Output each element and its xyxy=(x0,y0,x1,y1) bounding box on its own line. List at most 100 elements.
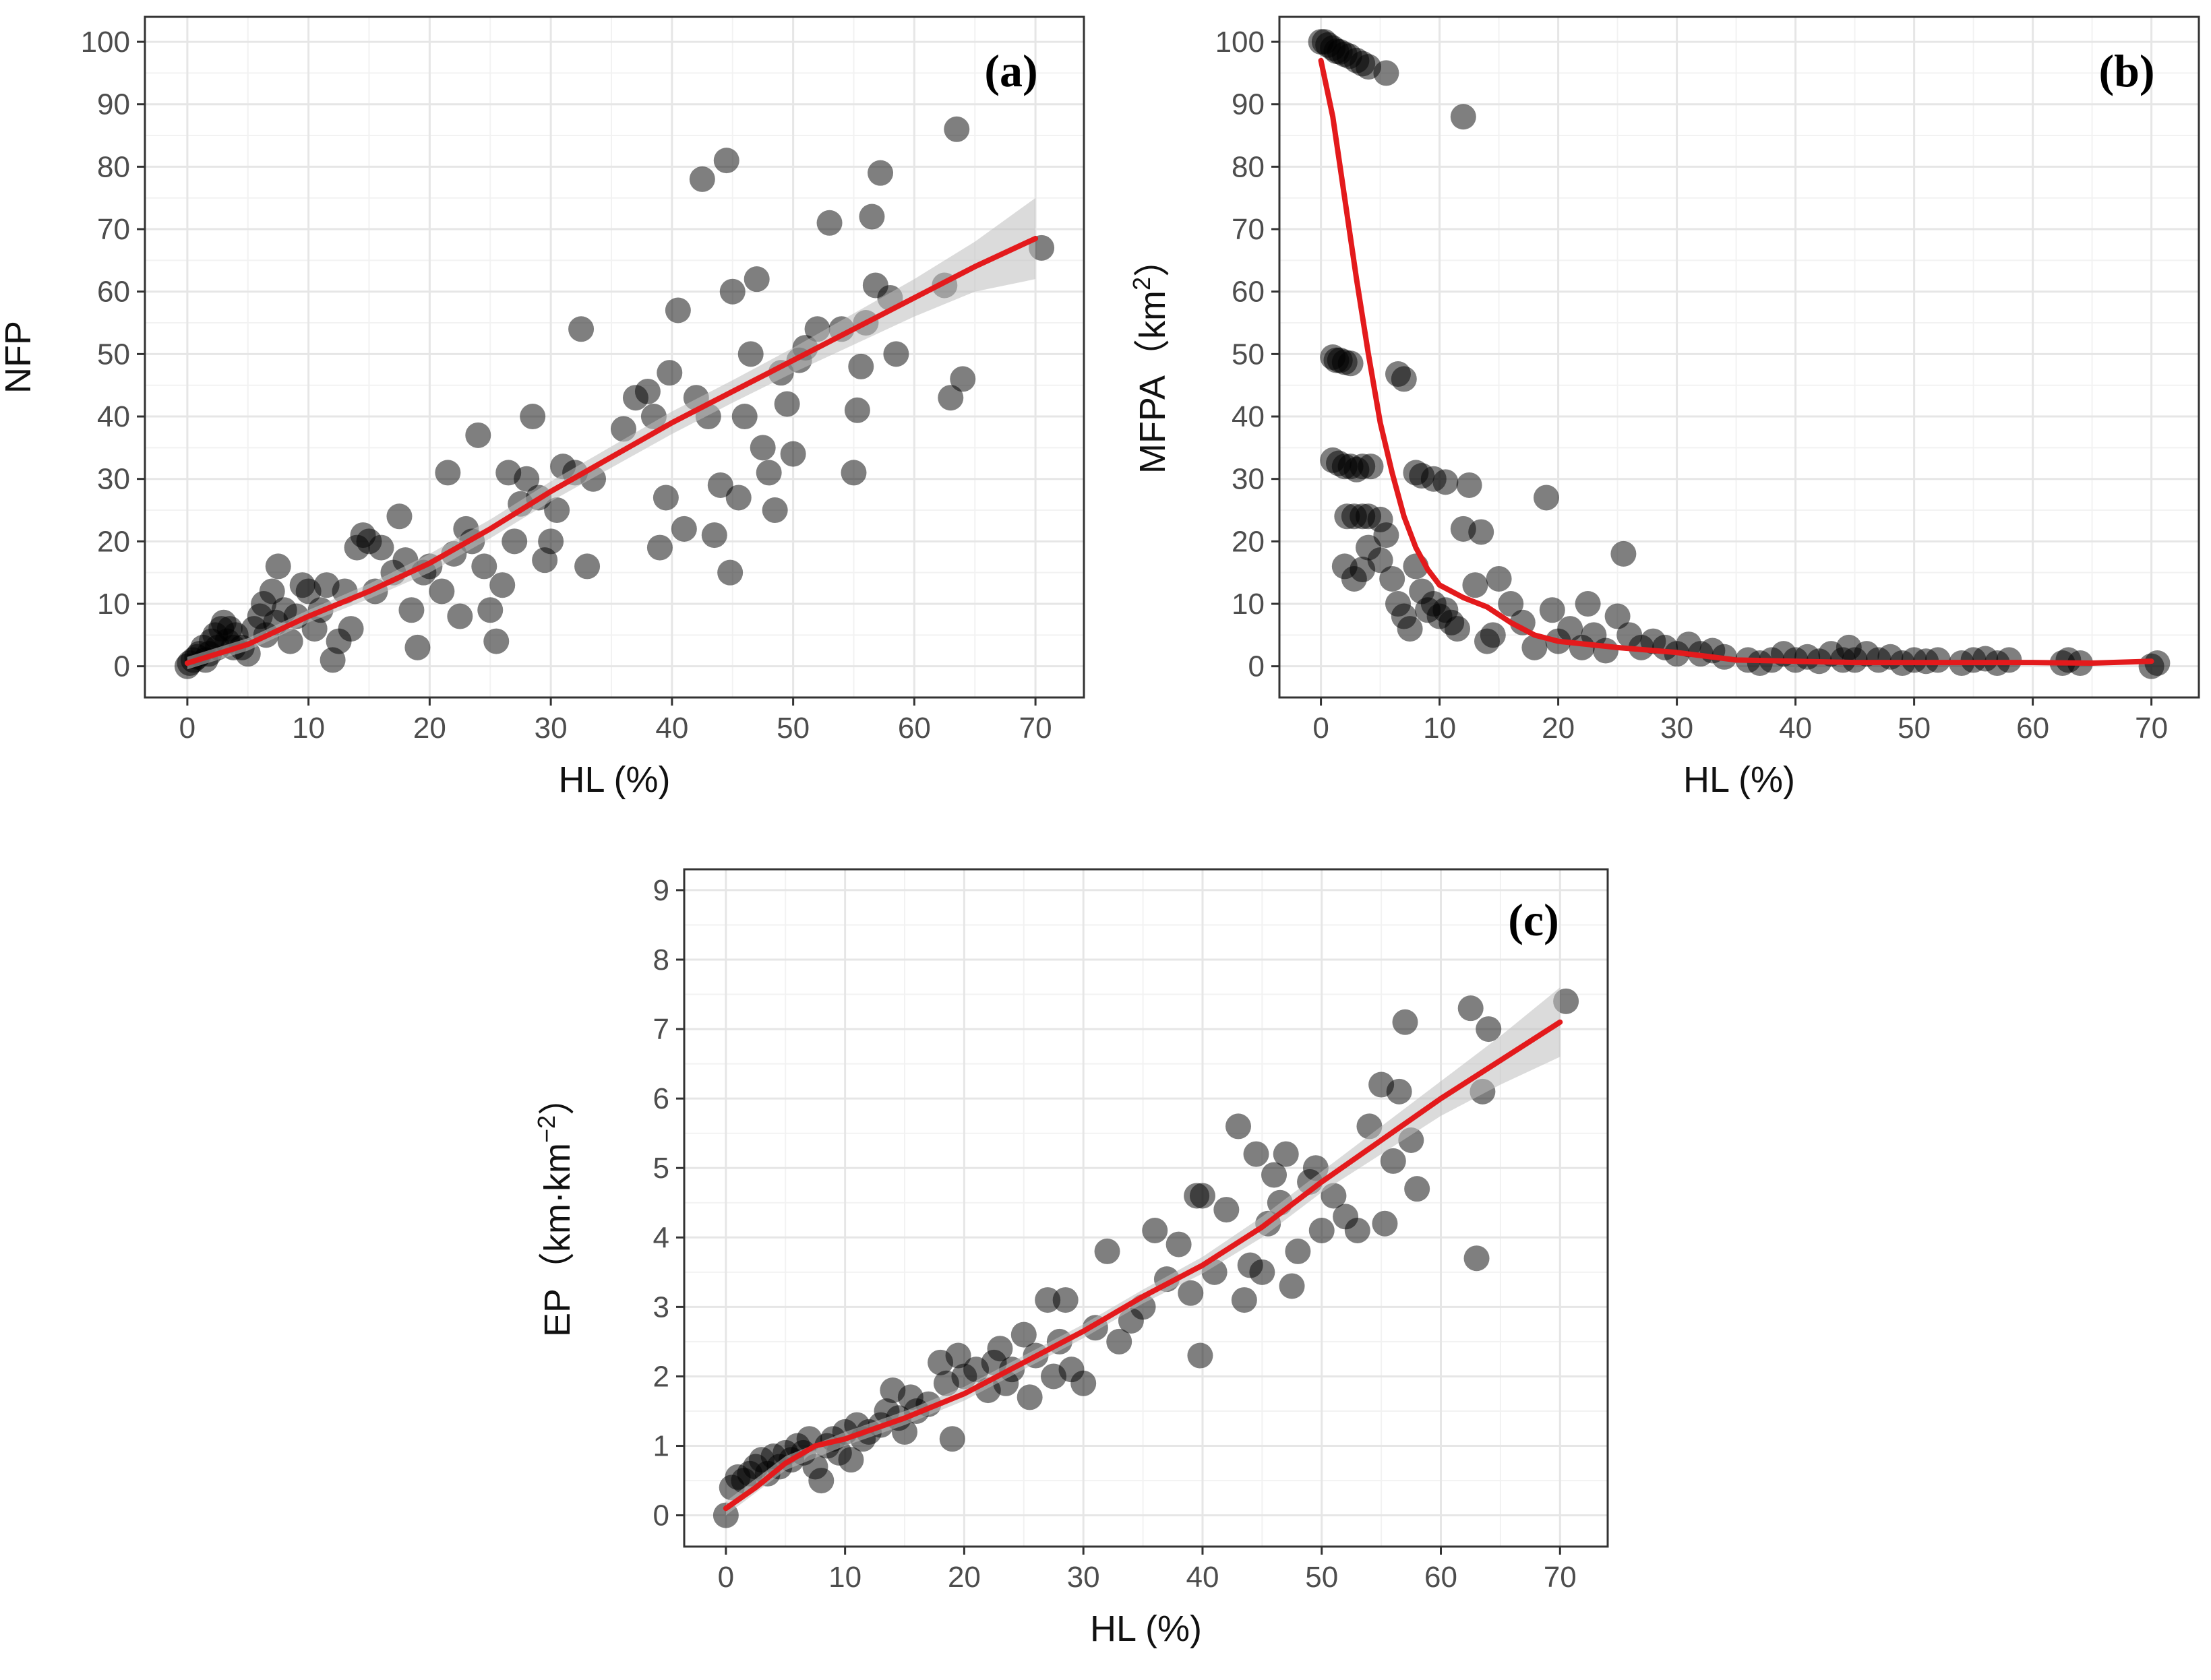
data-point xyxy=(848,353,874,379)
y-tick-label: 90 xyxy=(97,88,130,121)
data-point xyxy=(1308,1218,1335,1243)
y-tick-label: 90 xyxy=(1232,88,1265,121)
data-point xyxy=(398,597,425,623)
data-point xyxy=(707,472,733,498)
data-point xyxy=(1379,565,1405,592)
data-point xyxy=(1372,1210,1398,1237)
fit-line xyxy=(1318,57,2154,666)
data-point xyxy=(701,522,727,549)
y-axis-title: NFP xyxy=(0,321,38,394)
data-point xyxy=(1367,547,1393,573)
data-point xyxy=(987,1336,1013,1362)
y-tick-label: 6 xyxy=(653,1082,669,1115)
x-tick-label: 20 xyxy=(413,712,446,745)
data-point xyxy=(465,422,491,448)
y-tick-label: 0 xyxy=(653,1499,669,1532)
data-point xyxy=(1392,1009,1418,1035)
y-axis-title-main: EP（km·km xyxy=(537,1143,578,1337)
y-tick-label: 20 xyxy=(1232,525,1265,558)
data-point xyxy=(386,503,413,530)
panel-label: (a) xyxy=(984,45,1037,96)
data-point xyxy=(939,1426,965,1452)
y-axis-title-end: ） xyxy=(1132,241,1173,277)
y-axis-title: EP（km·km−2） xyxy=(533,1079,578,1337)
data-point xyxy=(634,378,661,404)
data-point xyxy=(1249,1259,1275,1285)
data-point xyxy=(1380,1148,1406,1174)
y-axis-title-main: MFPA（km xyxy=(1132,290,1173,474)
data-point xyxy=(574,553,601,580)
data-point xyxy=(844,397,870,423)
x-tick-label: 30 xyxy=(1067,1561,1100,1594)
y-tick-label: 4 xyxy=(653,1221,669,1254)
x-tick-label: 70 xyxy=(1019,712,1052,745)
plot-background xyxy=(145,17,1084,697)
x-tick-label: 30 xyxy=(535,712,568,745)
y-tick-label: 40 xyxy=(97,400,130,433)
data-point xyxy=(447,603,473,629)
data-point xyxy=(1344,1218,1370,1243)
data-point xyxy=(1480,622,1506,648)
data-point xyxy=(1468,519,1494,545)
x-tick-label: 10 xyxy=(1423,712,1456,745)
x-tick-label: 10 xyxy=(828,1561,861,1594)
x-tick-label: 50 xyxy=(1305,1561,1338,1594)
data-point xyxy=(1017,1384,1043,1410)
data-point xyxy=(868,160,894,186)
fit-line xyxy=(723,1019,1563,1512)
data-point xyxy=(780,441,806,467)
data-point xyxy=(1165,1231,1192,1257)
data-point xyxy=(808,1468,835,1494)
data-point xyxy=(1225,1113,1251,1140)
data-point xyxy=(259,578,285,604)
data-point xyxy=(1142,1218,1168,1243)
data-point xyxy=(883,341,909,367)
y-tick-label: 5 xyxy=(653,1152,669,1185)
data-point xyxy=(471,553,497,580)
y-tick-label: 20 xyxy=(97,525,130,558)
x-axis-title: HL (%) xyxy=(558,759,670,800)
data-point xyxy=(1457,995,1484,1022)
data-point xyxy=(774,391,800,417)
data-point xyxy=(665,297,691,323)
data-point xyxy=(1035,1287,1061,1313)
y-tick-label: 100 xyxy=(1215,26,1265,59)
data-point xyxy=(1285,1238,1311,1264)
data-point xyxy=(514,466,540,492)
data-point xyxy=(489,572,516,598)
data-point xyxy=(1610,540,1637,567)
data-point xyxy=(1189,1183,1215,1209)
data-point xyxy=(1604,603,1631,629)
data-point xyxy=(1321,1183,1347,1209)
data-point xyxy=(1456,472,1482,498)
x-tick-label: 50 xyxy=(777,712,810,745)
panel-border xyxy=(144,15,1085,699)
y-axis-title-superscript: −2 xyxy=(533,1115,560,1143)
y-tick-label: 80 xyxy=(1232,150,1265,183)
data-point xyxy=(1279,1273,1305,1299)
y-tick-label: 8 xyxy=(653,943,669,976)
data-point xyxy=(1358,454,1384,480)
data-point xyxy=(1106,1328,1132,1355)
data-point xyxy=(737,341,764,367)
data-point xyxy=(1391,366,1417,392)
data-point xyxy=(568,316,595,342)
data-point xyxy=(713,148,739,174)
y-tick-label: 60 xyxy=(97,276,130,309)
data-point xyxy=(1178,1280,1204,1306)
y-tick-label: 50 xyxy=(97,338,130,371)
x-tick-label: 60 xyxy=(898,712,931,745)
data-point xyxy=(1010,1321,1037,1348)
data-point xyxy=(1373,60,1399,86)
x-tick-label: 60 xyxy=(2016,712,2049,745)
data-point xyxy=(938,385,964,411)
x-tick-label: 40 xyxy=(1779,712,1812,745)
y-axis-title-end: ） xyxy=(537,1079,578,1115)
data-point xyxy=(1052,1287,1079,1313)
data-point xyxy=(1509,609,1536,635)
y-tick-label: 0 xyxy=(114,650,130,683)
data-point xyxy=(1476,1016,1502,1043)
data-point xyxy=(653,485,679,511)
data-point xyxy=(1463,1245,1490,1272)
